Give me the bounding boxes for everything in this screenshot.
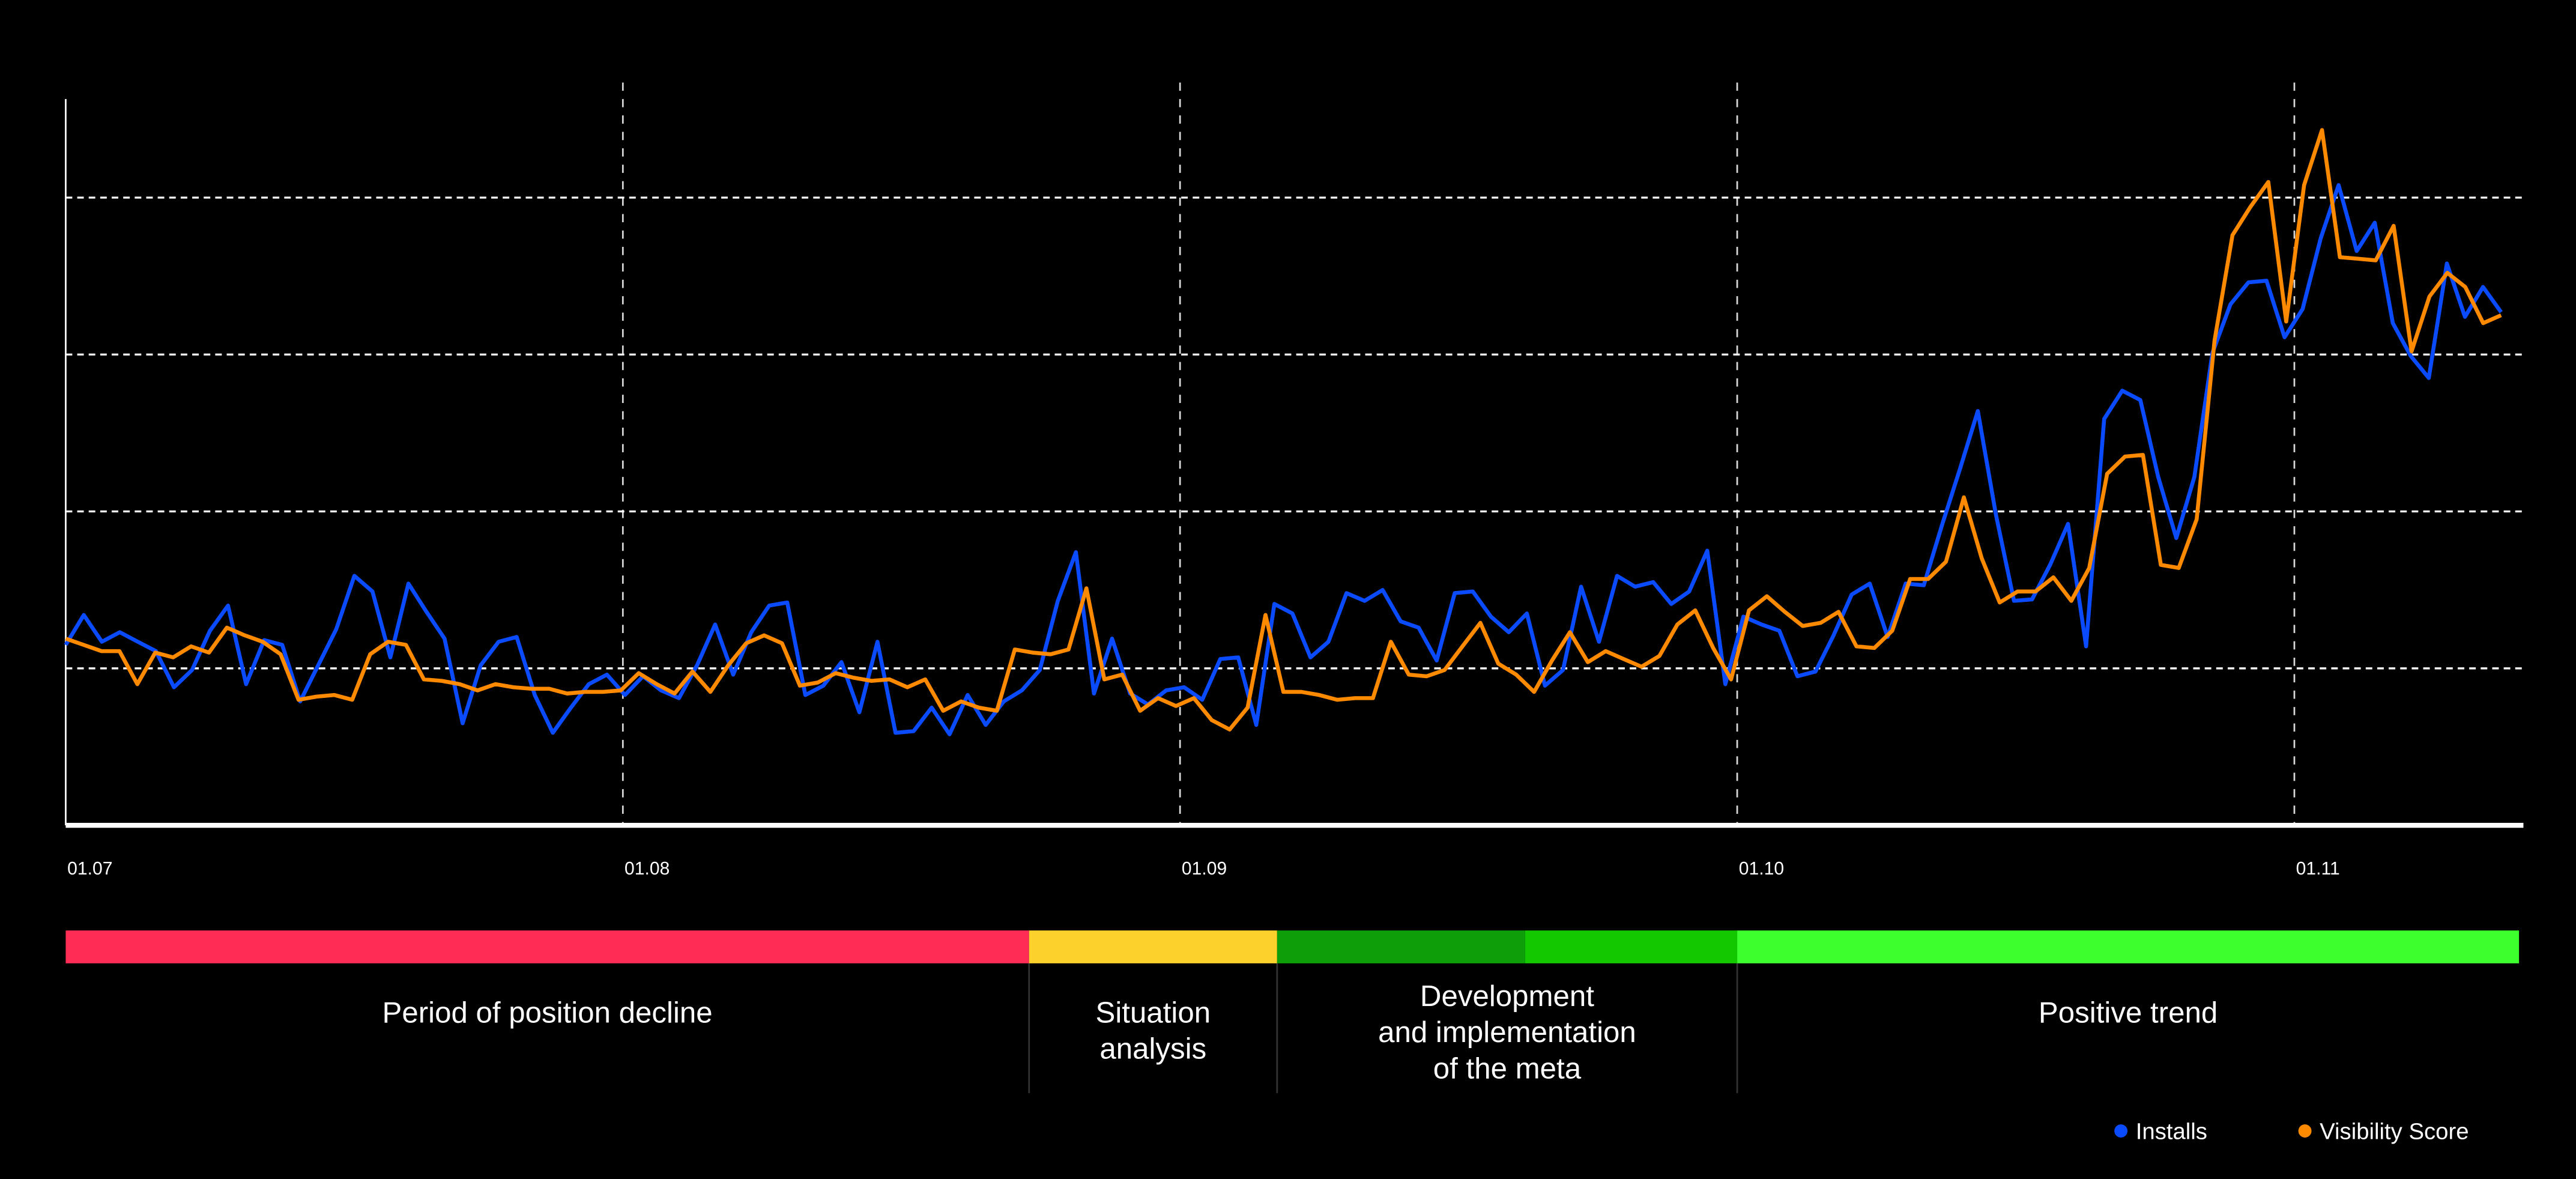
x-tick-label: 01.10 (1739, 859, 1784, 879)
phase-bar (65, 930, 2520, 1094)
x-tick-label: 01.08 (624, 859, 670, 879)
phase-label: Development and implementation of the meta (1378, 980, 1636, 1085)
legend-marker-visibility-score (2298, 1124, 2312, 1138)
series-line-visibility-score (65, 128, 2502, 732)
x-tick-labels: 01.07 01.08 01.09 01.10 01.11 (67, 859, 2340, 879)
grid (65, 82, 2524, 826)
phase-label-line: analysis (1099, 1032, 1206, 1065)
phase-labels: Period of position decline Situation analy… (382, 980, 2218, 1085)
phase-label-line: Period of position decline (382, 996, 713, 1029)
legend-marker-installs (2114, 1124, 2128, 1138)
series-line-installs (64, 183, 2503, 736)
phase-segment (1029, 930, 1277, 963)
phase-label: Period of position decline (382, 996, 713, 1029)
x-tick-label: 01.07 (67, 859, 112, 879)
phase-label: Positive trend (2039, 996, 2218, 1029)
x-tick-label: 01.09 (1182, 859, 1227, 879)
legend-label-installs: Installs (2136, 1119, 2207, 1145)
phase-segment (1737, 930, 2520, 963)
phase-label-line: Positive trend (2039, 996, 2218, 1029)
x-tick-label: 01.11 (2296, 859, 2340, 879)
phase-label-line: and implementation (1378, 1016, 1636, 1049)
phase-segment (65, 930, 1029, 963)
phase-label: Situation analysis (1095, 996, 1211, 1065)
phase-segment (1277, 930, 1525, 963)
series-lines (64, 128, 2503, 736)
phase-segment (1525, 930, 1738, 963)
phase-label-line: Development (1420, 980, 1594, 1013)
legend-label-visibility-score: Visibility Score (2320, 1119, 2469, 1145)
legend: Installs Visibility Score (2114, 1119, 2469, 1145)
phase-label-line: of the meta (1433, 1052, 1582, 1085)
phase-label-line: Situation (1095, 996, 1211, 1029)
